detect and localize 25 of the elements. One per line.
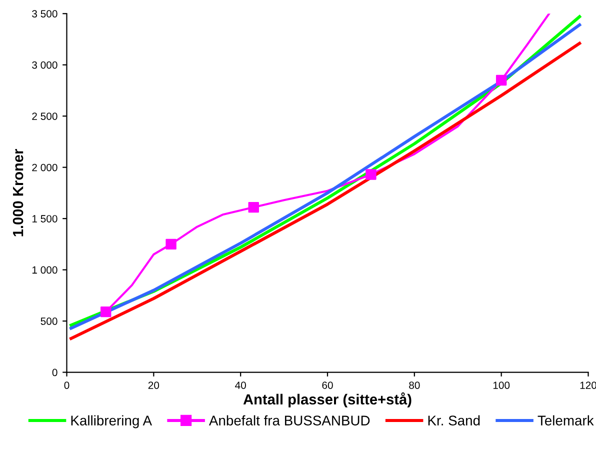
- x-tick-label: 40: [235, 382, 246, 389]
- y-tick-label: 3 000: [32, 61, 58, 69]
- y-tick-label: 1 500: [32, 215, 58, 222]
- x-tick-label: 60: [322, 382, 333, 389]
- y-tick-label: 3 500: [32, 10, 58, 18]
- point: [248, 202, 259, 213]
- x-axis-title: Antall plasser (sitte+stå): [243, 392, 412, 408]
- x-tick-label: 80: [409, 382, 420, 389]
- x-tick-label: 20: [148, 382, 160, 389]
- y-tick-label: 2 500: [32, 112, 58, 120]
- point: [496, 74, 507, 86]
- x-tick-label: 0: [64, 382, 70, 389]
- point: [366, 169, 376, 180]
- legend-label: Telemark: [538, 415, 594, 426]
- y-tick-label: 500: [40, 318, 58, 325]
- x-tick-label: 100: [493, 382, 510, 389]
- y-tick-label: 0: [52, 368, 58, 376]
- legend-label: Anbefalt fra BUSSANBUD: [209, 415, 370, 426]
- point: [166, 238, 176, 250]
- point: [100, 306, 112, 318]
- y-tick-label: 2 000: [32, 164, 58, 172]
- legend-label: Kr. Sand: [428, 415, 480, 426]
- y-axis-title: 1.000 Kroner: [12, 148, 24, 236]
- y-tick-label: 1 000: [32, 266, 58, 274]
- legend-label: Kallibrering A: [71, 415, 152, 428]
